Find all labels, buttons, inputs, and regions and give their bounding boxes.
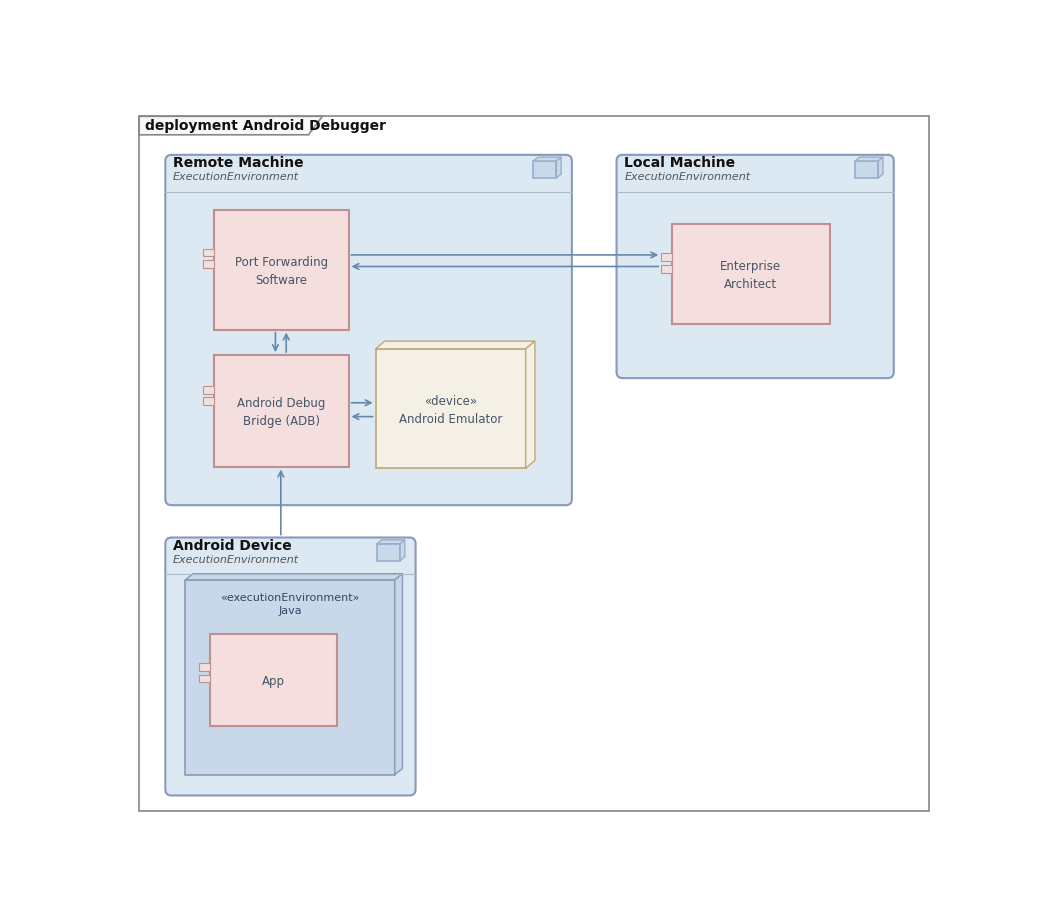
Bar	[661, 253, 672, 261]
Bar	[203, 386, 214, 394]
Text: Android Debug
Bridge (ADB): Android Debug Bridge (ADB)	[237, 397, 325, 428]
Bar	[533, 161, 557, 178]
Bar	[214, 355, 348, 466]
FancyBboxPatch shape	[166, 155, 572, 505]
Polygon shape	[878, 157, 883, 178]
Text: Port Forwarding
Software: Port Forwarding Software	[235, 256, 328, 287]
Polygon shape	[557, 157, 561, 178]
Bar	[375, 349, 526, 468]
Text: Local Machine: Local Machine	[625, 156, 735, 170]
Bar	[378, 543, 401, 561]
Polygon shape	[526, 341, 535, 468]
Text: Enterprise
Architect: Enterprise Architect	[721, 260, 781, 291]
Polygon shape	[186, 574, 403, 580]
Bar	[203, 249, 214, 256]
Bar	[855, 161, 878, 178]
Text: «executionEnvironment»
Java: «executionEnvironment» Java	[220, 593, 360, 616]
Bar	[186, 580, 395, 775]
Bar	[672, 224, 830, 324]
Polygon shape	[395, 574, 403, 775]
Text: «device»
Android Emulator: «device» Android Emulator	[398, 395, 503, 426]
Text: Remote Machine: Remote Machine	[173, 156, 304, 170]
Text: ExecutionEnvironment: ExecutionEnvironment	[625, 173, 750, 183]
Bar	[203, 397, 214, 405]
Bar	[210, 633, 337, 726]
Text: Android Device: Android Device	[173, 539, 292, 553]
Polygon shape	[375, 341, 535, 349]
Bar	[199, 663, 210, 671]
FancyBboxPatch shape	[616, 155, 894, 378]
Polygon shape	[378, 540, 405, 543]
Polygon shape	[401, 540, 405, 561]
Text: ExecutionEnvironment: ExecutionEnvironment	[173, 173, 299, 183]
Text: App: App	[262, 675, 285, 688]
FancyBboxPatch shape	[166, 538, 415, 796]
Polygon shape	[855, 157, 883, 161]
Text: ExecutionEnvironment: ExecutionEnvironment	[173, 554, 299, 565]
Text: deployment Android Debugger: deployment Android Debugger	[145, 119, 386, 133]
Polygon shape	[139, 117, 322, 135]
Bar	[199, 675, 210, 682]
Bar	[203, 261, 214, 268]
Bar	[661, 265, 672, 273]
Bar	[214, 210, 348, 330]
Polygon shape	[533, 157, 561, 161]
